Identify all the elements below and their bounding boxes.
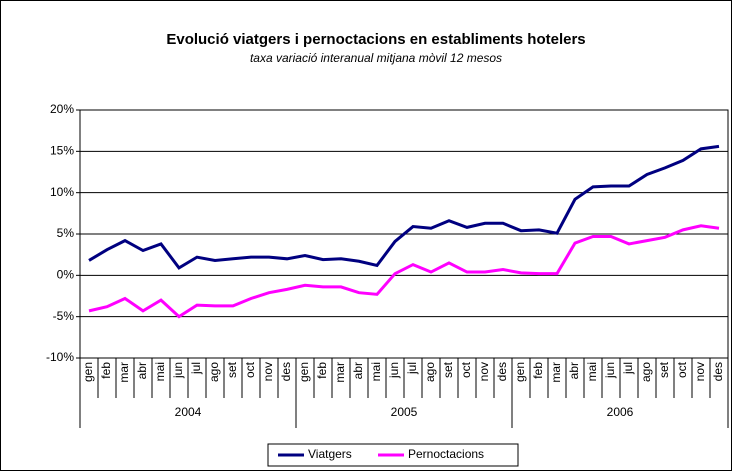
y-tick-label: -5% [53,309,75,323]
x-tick-label: ago [423,362,437,382]
x-tick-label: jul [621,362,635,375]
year-label: 2004 [175,405,202,419]
x-tick-label: mar [117,362,131,383]
x-tick-label: jul [405,362,419,375]
chart-subtitle: taxa variació interanual mitjana mòvil 1… [250,51,502,65]
y-tick-label: 10% [50,185,74,199]
x-tick-label: nov [477,362,491,381]
x-tick-label: set [225,361,239,378]
chart-title: Evolució viatgers i pernoctacions en est… [166,31,585,48]
x-tick-label: mai [153,362,167,381]
x-tick-label: abr [351,362,365,379]
y-tick-label: 20% [50,102,74,116]
x-tick-label: mar [333,362,347,383]
x-tick-label: mai [369,362,383,381]
year-label: 2005 [391,405,418,419]
x-tick-label: jul [189,362,203,375]
series-line [88,224,720,319]
x-tick-label: des [711,362,725,381]
x-tick-label: feb [531,362,545,379]
y-tick-label: 0% [57,268,75,282]
year-label: 2006 [607,405,634,419]
x-tick-label: des [279,362,293,381]
x-tick-label: jun [603,362,617,379]
x-tick-label: feb [315,362,329,379]
x-tick-label: abr [135,362,149,379]
x-tick-label: oct [459,361,473,378]
x-tick-label: jun [387,362,401,379]
x-tick-label: gen [297,362,311,382]
x-tick-label: abr [567,362,581,379]
x-tick-label: feb [99,362,113,379]
x-tick-label: ago [639,362,653,382]
x-tick-label: nov [693,362,707,381]
x-tick-label: set [657,361,671,378]
x-tick-label: oct [675,361,689,378]
x-tick-label: ago [207,362,221,382]
y-tick-label: -10% [46,350,74,364]
x-tick-label: des [495,362,509,381]
x-tick-label: mai [585,362,599,381]
x-tick-label: oct [243,361,257,378]
x-tick-label: mar [549,362,563,383]
y-tick-label: 15% [50,144,74,158]
x-tick-label: jun [171,362,185,379]
x-tick-label: set [441,361,455,378]
x-tick-label: nov [261,362,275,381]
x-tick-label: gen [81,362,95,382]
x-tick-label: gen [513,362,527,382]
legend-label: Pernoctacions [408,447,484,461]
series-line [88,144,720,270]
y-tick-label: 5% [57,226,75,240]
legend-label: Viatgers [308,447,352,461]
